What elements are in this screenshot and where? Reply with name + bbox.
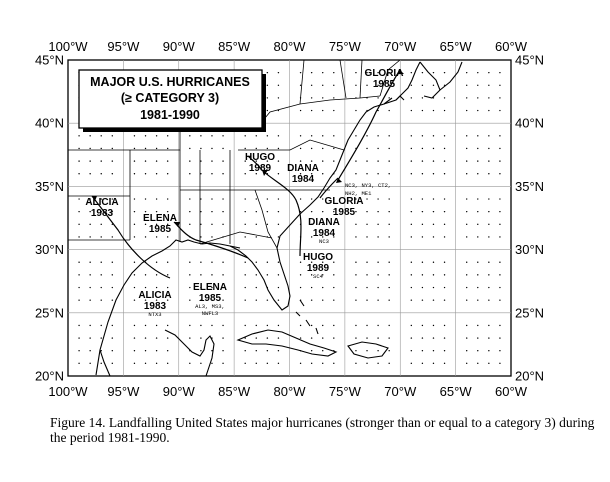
state-borders [68,59,401,249]
lon-labels-bottom: 100°W 95°W 90°W 85°W 80°W 75°W 70°W 65°W 60°W [48,384,527,399]
lat-label-left: 45°N [35,53,64,68]
storm-label-hugo-n-name: HUGO [245,152,275,163]
gloria-states-line-1: NC3, NY3, CT2, [345,182,391,189]
lon-label-bottom: 95°W [107,384,140,399]
storm-label-diana-s-year: 1984 [313,228,336,239]
storm-label-alicia-w-name: ALICIA [85,197,118,208]
storm-label-elena-s-states-2: NWFL3 [202,310,219,317]
figure-caption: Figure 14. Landfalling United States maj… [50,415,595,445]
storm-label-hugo-s-year: 1989 [307,263,330,274]
storm-label-elena-n-year: 1985 [149,224,172,235]
lat-label-right: 25°N [515,305,544,320]
lat-label-right: 45°N [515,53,544,68]
lat-label-left: 35°N [35,179,64,194]
lat-label-left: 30°N [35,242,64,257]
storm-label-gloria-ne-name: GLORIA [365,68,404,79]
lon-label-bottom: 65°W [440,384,473,399]
map-title-line-2: (≥ CATEGORY 3) [121,91,219,105]
storm-label-diana-n-year: 1984 [292,174,315,185]
lon-label-top: 90°W [163,39,196,54]
track-hugo-upper [247,155,263,171]
storm-label-diana-s-name: DIANA [308,217,340,228]
lon-label-bottom: 85°W [218,384,251,399]
lon-label-bottom: 100°W [48,384,88,399]
title-box [78,69,263,129]
hurricane-tracks [91,69,401,279]
lat-label-right: 35°N [515,179,544,194]
track-alicia [91,195,171,279]
lat-label-right: 40°N [515,116,544,131]
track-elena [173,221,249,259]
lon-label-bottom: 90°W [163,384,196,399]
storm-label-alicia-s-states: NTX3 [148,311,161,318]
lon-labels-top: 100°W 95°W 90°W 85°W 80°W 75°W 70°W 65°W 60°W [48,39,527,54]
lon-label-top: 70°W [384,39,417,54]
lon-label-top: 100°W [48,39,88,54]
storm-label-hugo-s-states: SC4 [313,273,324,280]
lat-label-left: 25°N [35,305,64,320]
lat-labels-right: 45°N 40°N 35°N 30°N 25°N 20°N [515,53,544,384]
storm-label-gloria-ne-year: 1985 [373,79,396,90]
storm-label-diana-n-name: DIANA [287,163,319,174]
map-title-line-1: MAJOR U.S. HURRICANES [90,75,250,89]
storm-label-elena-s-year: 1985 [199,293,222,304]
lon-label-top: 75°W [329,39,362,54]
storm-label-hugo-n-year: 1989 [249,163,272,174]
lon-label-bottom: 75°W [329,384,362,399]
track-hugo [261,169,302,257]
storm-label-alicia-s-year: 1983 [144,301,167,312]
storm-label-diana-s-states: NC3 [319,238,329,245]
track-diana [319,177,339,199]
lat-labels-left: 45°N 40°N 35°N 30°N 25°N 20°N [35,53,64,384]
lat-label-right: 20°N [515,369,544,384]
lat-label-left: 40°N [35,116,64,131]
storm-label-elena-n-name: ELENA [143,213,177,224]
lat-label-right: 30°N [515,242,544,257]
storm-label-elena-s-states-1: AL3, MS3, [195,303,225,310]
gloria-states-line-2: NH2, ME1 [345,190,372,197]
lon-label-bottom: 70°W [384,384,417,399]
lon-label-top: 80°W [274,39,307,54]
lon-label-top: 60°W [495,39,528,54]
storm-label-alicia-s-name: ALICIA [138,290,171,301]
lon-label-bottom: 60°W [495,384,528,399]
track-arrowheads [92,70,404,227]
track-gloria [337,69,401,181]
storm-label-elena-s-name: ELENA [193,282,227,293]
storm-label-hugo-s-name: HUGO [303,252,333,263]
storm-label-gloria-se-name: GLORIA [325,196,364,207]
lon-label-top: 85°W [218,39,251,54]
lon-label-top: 95°W [107,39,140,54]
storm-label-gloria-se-year: 1985 [333,207,356,218]
storm-label-alicia-w-year: 1983 [91,208,114,219]
storm-labels: GLORIA 1985 HUGO 1989 DIANA 1984 ALICIA … [85,68,403,318]
lat-label-left: 20°N [35,369,64,384]
coastline [95,61,463,377]
map-title-line-3: 1981-1990 [140,108,200,122]
lon-label-top: 65°W [440,39,473,54]
lon-label-bottom: 80°W [274,384,307,399]
